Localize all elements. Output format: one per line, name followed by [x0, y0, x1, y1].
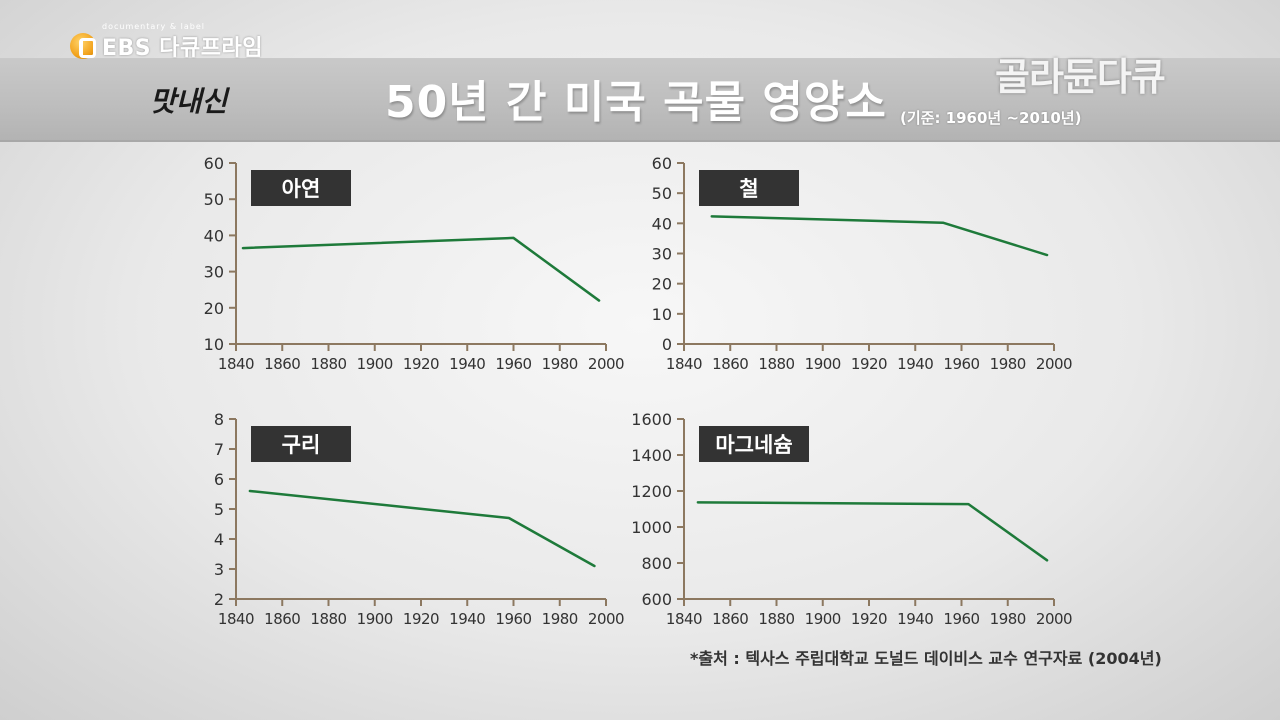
series-label-box: 마그네슘 — [699, 426, 809, 462]
x-tick-label: 1940 — [897, 355, 933, 373]
y-tick-label: 30 — [204, 263, 224, 282]
x-tick-label: 1860 — [712, 610, 748, 628]
series-label-box: 구리 — [251, 426, 351, 462]
x-tick-label: 1960 — [495, 355, 531, 373]
page-subtitle: (기준: 1960년 ~2010년) — [900, 109, 1082, 127]
program-signature: 맛내신 — [150, 85, 228, 118]
x-tick-label: 1900 — [805, 610, 841, 628]
x-tick-label: 1840 — [666, 610, 702, 628]
series-label: 구리 — [282, 433, 321, 457]
series-label-box: 철 — [699, 170, 799, 206]
x-tick-label: 1840 — [666, 355, 702, 373]
x-tick-label: 1880 — [310, 355, 346, 373]
x-tick-label: 1940 — [897, 610, 933, 628]
y-tick-label: 50 — [204, 190, 224, 209]
chart-panel-2: 0 10 20 30 40 50 60 1840 1860 1880 1900 1920 1940 196… — [652, 154, 1073, 373]
y-tick-label: 10 — [204, 335, 224, 354]
x-tick-label: 1920 — [851, 610, 887, 628]
y-tick-label: 20 — [652, 275, 672, 294]
x-tick-label: 1900 — [357, 610, 393, 628]
series-line — [710, 215, 1049, 257]
x-tick-label: 1980 — [990, 355, 1026, 373]
y-tick-label: 1600 — [631, 410, 672, 429]
y-tick-label: 1400 — [631, 446, 672, 465]
y-tick-label: 0 — [662, 335, 672, 354]
series-label-bg — [251, 426, 351, 462]
series-label-bg — [699, 170, 799, 206]
x-tick-label: 1960 — [943, 610, 979, 628]
ebs-logo: EBS 다큐프라임 — [70, 30, 263, 62]
y-tick-label: 8 — [214, 410, 224, 429]
ebs-brand-text: EBS 다큐프라임 — [102, 36, 264, 61]
y-tick-label: 3 — [214, 560, 224, 579]
x-tick-label: 1880 — [758, 610, 794, 628]
y-tick-label: 1200 — [631, 482, 672, 501]
ebs-logo-icon — [70, 33, 96, 59]
y-tick-label: 40 — [652, 214, 672, 233]
y-tick-label: 30 — [652, 245, 672, 264]
y-tick-label: 20 — [204, 299, 224, 318]
x-tick-label: 1980 — [542, 355, 578, 373]
x-tick-label: 1980 — [990, 610, 1026, 628]
y-tick-label: 6 — [214, 470, 224, 489]
x-tick-label: 1920 — [403, 355, 439, 373]
x-tick-label: 1940 — [449, 610, 485, 628]
series-label: 철 — [739, 177, 758, 201]
x-tick-label: 2000 — [588, 355, 624, 373]
y-tick-label: 10 — [652, 305, 672, 324]
series-line — [696, 501, 1049, 562]
x-tick-label: 1900 — [357, 355, 393, 373]
x-tick-label: 1840 — [218, 610, 254, 628]
x-tick-label: 1860 — [264, 610, 300, 628]
series-label-bg — [699, 426, 809, 462]
corner-logo: 골라듄다큐 — [995, 55, 1166, 99]
x-tick-label: 1840 — [218, 355, 254, 373]
y-tick-label: 50 — [652, 184, 672, 203]
x-tick-label: 1860 — [712, 355, 748, 373]
x-tick-label: 1960 — [943, 355, 979, 373]
x-tick-label: 2000 — [588, 610, 624, 628]
x-tick-label: 2000 — [1036, 610, 1072, 628]
x-tick-label: 1980 — [542, 610, 578, 628]
y-tick-label: 2 — [214, 590, 224, 609]
y-tick-label: 1000 — [631, 518, 672, 537]
y-tick-label: 7 — [214, 440, 224, 459]
chart-panel-3: 2 3 4 5 6 7 8 1840 1860 1880 1900 1920 1940 1960 1980 2… — [214, 410, 625, 628]
series-label: 마그네슘 — [715, 433, 792, 457]
x-tick-label: 1880 — [310, 610, 346, 628]
x-tick-label: 1880 — [758, 355, 794, 373]
series-line — [248, 489, 596, 568]
y-tick-label: 40 — [204, 226, 224, 245]
series-label-box: 아연 — [251, 170, 351, 206]
x-tick-label: 1960 — [495, 610, 531, 628]
x-tick-label: 1920 — [403, 610, 439, 628]
ebs-small-text: documentary & label — [102, 22, 205, 31]
series-line — [241, 236, 601, 302]
x-tick-label: 1940 — [449, 355, 485, 373]
y-tick-label: 4 — [214, 530, 224, 549]
x-tick-label: 1920 — [851, 355, 887, 373]
x-tick-label: 2000 — [1036, 355, 1072, 373]
title-band — [0, 58, 1280, 142]
x-tick-label: 1900 — [805, 355, 841, 373]
x-tick-label: 1860 — [264, 355, 300, 373]
series-label: 아연 — [282, 177, 321, 201]
chart-panel-4: 600 800 1000 1200 1400 1600 1840 1860 1880 1900 19… — [631, 410, 1072, 628]
page-title: 50년 간 미국 곡물 영양소 — [385, 77, 887, 128]
y-tick-label: 800 — [641, 554, 672, 573]
chart-panel-1: 10 20 30 40 50 60 1840 1860 1880 1900 1920 1940 1960… — [204, 154, 625, 373]
source-note: *출처 : 텍사스 주립대학교 도널드 데이비스 교수 연구자료 (2004년) — [690, 649, 1162, 668]
y-tick-label: 60 — [652, 154, 672, 173]
y-tick-label: 5 — [214, 500, 224, 519]
y-tick-label: 600 — [641, 590, 672, 609]
series-label-bg — [251, 170, 351, 206]
y-tick-label: 60 — [204, 154, 224, 173]
